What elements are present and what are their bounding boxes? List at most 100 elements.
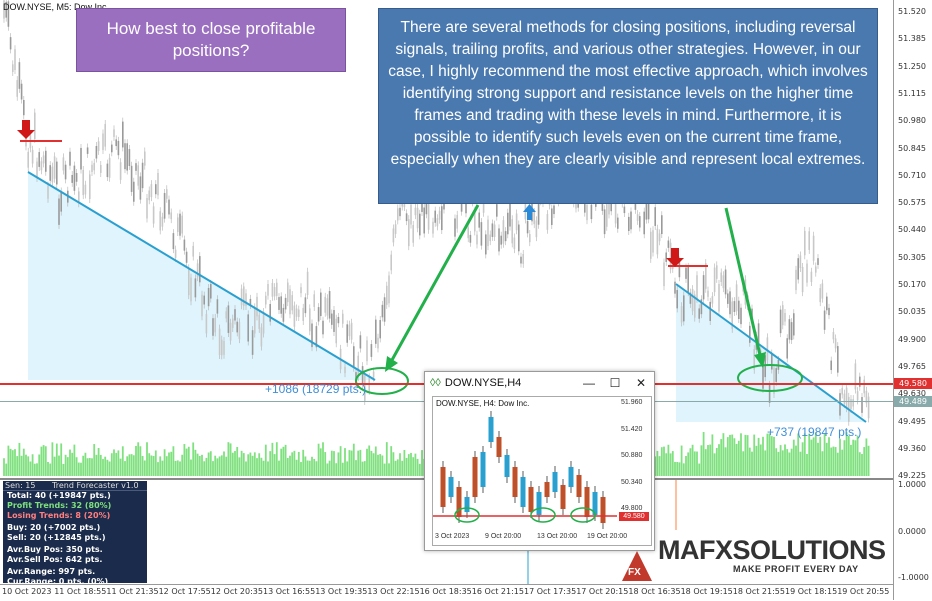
volume-bar xyxy=(350,450,353,476)
time-axis[interactable]: 10 Oct 2023 11 Oct 18:55 11 Oct 21:35 12 Oc… xyxy=(0,584,893,601)
candle-body xyxy=(793,313,795,336)
volume-bar xyxy=(181,454,184,476)
price-axis[interactable]: 51.520 51.385 51.250 51.115 50.980 50.845 50.7… xyxy=(893,0,932,600)
volume-bar xyxy=(339,446,342,476)
volume-bar xyxy=(55,443,58,476)
candle-body xyxy=(278,297,280,310)
volume-bar xyxy=(80,462,82,476)
candle-body xyxy=(23,99,25,116)
volume-bar xyxy=(49,463,52,476)
volume-bar xyxy=(302,449,305,476)
indicator-stat-row: Profit Trends: 32 (80%) xyxy=(7,501,112,510)
price-chart[interactable]: DOW.NYSE, M5: Dow Inc. +1086 (18729 pts.… xyxy=(0,0,893,584)
candle-body xyxy=(227,305,230,333)
volume-bar xyxy=(724,447,727,476)
volume-bar xyxy=(165,456,168,476)
answer-callout: There are several methods for closing po… xyxy=(378,8,878,204)
volume-bar xyxy=(346,461,349,476)
candle-body xyxy=(284,297,287,310)
candle-body xyxy=(320,292,322,317)
candle-body xyxy=(243,286,245,307)
volume-bar xyxy=(104,456,107,476)
candle-body xyxy=(31,149,34,164)
volume-bar xyxy=(187,446,190,476)
candle-body xyxy=(265,295,267,305)
candle-body xyxy=(551,208,553,225)
volume-bar xyxy=(60,443,63,476)
h4-candle-body xyxy=(448,477,454,497)
candle-body xyxy=(667,240,670,248)
trend-profit-label-2: +737 (19847 pts.) xyxy=(767,425,862,439)
volume-bar xyxy=(810,439,813,476)
h4-window-titlebar[interactable]: ◊◊ DOW.NYSE,H4 — ☐ ✕ xyxy=(425,372,654,394)
h4-candle-body xyxy=(488,417,494,442)
volume-bar xyxy=(784,444,786,476)
volume-bar xyxy=(253,452,256,476)
volume-bar xyxy=(304,456,307,476)
volume-bar xyxy=(335,463,338,476)
fx-badge-text: FX xyxy=(628,567,641,578)
volume-bar xyxy=(20,455,23,476)
volume-bar xyxy=(207,452,210,476)
maximize-button[interactable]: ☐ xyxy=(609,376,621,390)
volume-bar xyxy=(663,446,665,476)
candle-body xyxy=(18,62,21,89)
volume-bar xyxy=(330,450,333,476)
volume-bar xyxy=(390,446,393,476)
minimize-button[interactable]: — xyxy=(583,376,595,390)
volume-bar xyxy=(680,445,683,476)
candle-body xyxy=(203,295,205,305)
volume-bar xyxy=(137,442,140,476)
candle-body xyxy=(553,205,555,215)
h4-chart[interactable]: DOW.NYSE, H4: Dow Inc. 51.960 51.420 50.88… xyxy=(432,396,652,546)
candle-body xyxy=(837,346,839,373)
volume-bar xyxy=(819,436,822,476)
candle-body xyxy=(687,266,689,293)
candle-body xyxy=(51,166,54,183)
volume-bar xyxy=(227,442,230,476)
candle-body xyxy=(823,310,826,330)
candle-body xyxy=(722,275,725,289)
h4-chart-window[interactable]: ◊◊ DOW.NYSE,H4 — ☐ ✕ DOW.NYSE, H4: Dow I… xyxy=(424,371,655,551)
volume-bar xyxy=(269,451,272,476)
volume-bar xyxy=(797,433,800,476)
volume-bar xyxy=(238,457,241,476)
h4-symbol-label: DOW.NYSE, H4: Dow Inc. xyxy=(436,399,530,408)
candle-body xyxy=(9,37,12,50)
candle-body xyxy=(735,284,738,312)
volume-bar xyxy=(737,440,740,476)
volume-bar xyxy=(319,448,322,476)
candle-body xyxy=(117,140,120,156)
candle-body xyxy=(210,283,212,299)
volume-bar xyxy=(812,437,815,476)
volume-bar xyxy=(698,463,701,476)
volume-bar xyxy=(97,448,100,476)
price-tick-label: 49.225 xyxy=(898,471,926,481)
logo-brand: MAFXSOLUTIONS xyxy=(658,535,886,565)
time-tick-label: 13 Oct 16:55 xyxy=(263,587,316,596)
pointer-arrow-head-icon xyxy=(385,356,398,372)
candle-body xyxy=(300,287,302,294)
candle-body xyxy=(170,212,172,220)
candle-body xyxy=(276,282,278,296)
candle-body xyxy=(93,162,95,171)
candle-body xyxy=(867,396,870,419)
price-tick-label: 49.360 xyxy=(898,443,926,453)
volume-bar xyxy=(676,462,679,476)
close-button[interactable]: ✕ xyxy=(635,376,647,390)
candle-body xyxy=(326,298,329,316)
volume-bar xyxy=(748,447,751,476)
time-tick-label: 10 Oct 2023 xyxy=(2,587,52,596)
volume-bar xyxy=(66,457,69,476)
time-tick-label: 16 Oct 21:15 xyxy=(471,587,524,596)
volume-bar xyxy=(726,437,729,476)
candle-body xyxy=(812,235,815,261)
volume-bar xyxy=(751,451,753,476)
candle-body xyxy=(520,256,522,264)
volume-bar xyxy=(709,444,712,476)
volume-bar xyxy=(77,462,80,476)
h4-price-badge: 49.580 xyxy=(619,512,649,521)
price-tick-label: 50.305 xyxy=(898,252,926,262)
mafxsolutions-logo: FX MAFXSOLUTIONS MAKE PROFIT EVERY DAY xyxy=(620,533,892,583)
candle-body xyxy=(141,162,144,189)
